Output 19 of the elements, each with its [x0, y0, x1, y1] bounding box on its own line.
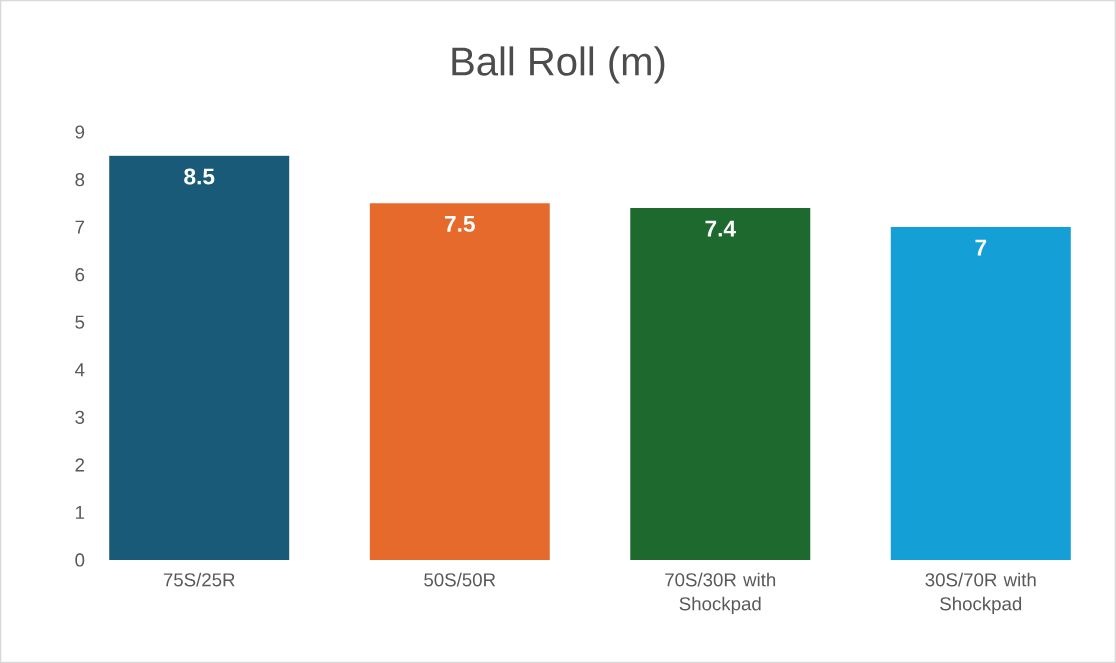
data-label: 7: [975, 239, 987, 256]
x-tick-label: 75S/25R: [163, 572, 235, 587]
x-tick-label: 50S/50R: [424, 572, 496, 587]
x-tick-label: 70S/30R with Shockpad: [665, 572, 776, 615]
y-tick-label: 3: [75, 410, 85, 424]
data-label: 7.4: [705, 220, 736, 237]
y-tick-label: 1: [76, 506, 85, 519]
y-tick-label: 6: [75, 268, 85, 282]
y-tick-label: 9: [75, 125, 85, 139]
data-label: 8.5: [184, 168, 215, 185]
y-tick-label: 4: [75, 363, 85, 377]
y-tick-label: 2: [75, 458, 85, 472]
y-tick-label: 0: [75, 553, 85, 567]
data-label: 7.5: [444, 216, 475, 232]
y-tick-label: 5: [75, 315, 85, 329]
y-tick-label: 8: [75, 172, 85, 187]
chart-title: Ball Roll (m): [452, 46, 665, 84]
y-tick-label: 7: [75, 220, 85, 234]
x-tick-label: 30S/70R with Shockpad: [925, 572, 1036, 615]
